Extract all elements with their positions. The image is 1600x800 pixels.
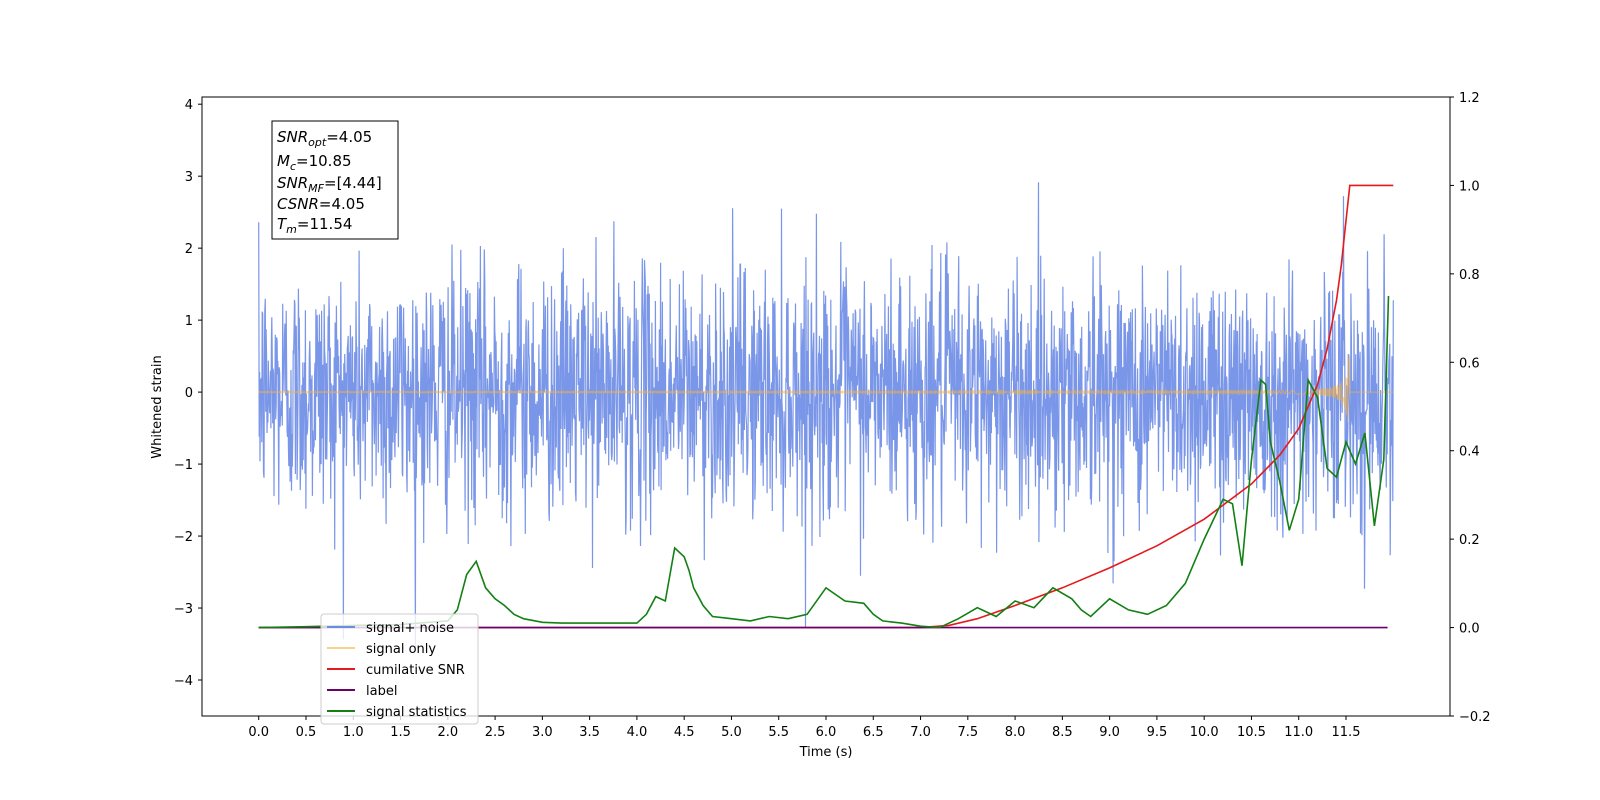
y-axis-label: Whitened strain: [150, 355, 165, 458]
series-cumilative-snr-line: [258, 184, 1394, 629]
y-tick-label: −4: [174, 674, 193, 689]
x-tick-label: 3.0: [532, 725, 553, 740]
legend-frame: [320, 613, 479, 725]
y-ticks: 4 3 2 1 0 −1 −2 −3 −4: [174, 98, 202, 689]
x-tick-label: 4.5: [674, 725, 695, 740]
info-snr-mf: SNRMF=[4.44]: [277, 174, 382, 195]
y2-tick-label: 0.8: [1459, 268, 1480, 283]
x-tick-label: 5.0: [721, 725, 742, 740]
x-tick-label: 10.5: [1237, 725, 1266, 740]
y-tick-label: 0: [185, 386, 193, 401]
x-tick-label: 7.0: [910, 725, 931, 740]
y2-tick-label: 1.0: [1459, 179, 1480, 194]
x-tick-label: 11.5: [1332, 725, 1361, 740]
x-tick-label: 8.0: [1005, 725, 1026, 740]
y-tick-label: 1: [185, 314, 193, 329]
legend-label-signal-statistics: signal statistics: [366, 705, 467, 720]
info-tm: Tm=11.54: [277, 215, 352, 236]
x-tick-label: 2.5: [485, 725, 506, 740]
info-snr-opt: SNRopt=4.05: [277, 128, 372, 149]
y2-tick-label: 0.6: [1459, 356, 1480, 371]
parameter-info-box: SNRopt=4.05 Mc=10.85 SNRMF=[4.44] CSNR=4…: [271, 120, 399, 240]
x-axis-label: Time (s): [799, 745, 853, 760]
x-tick-label: 0.5: [296, 725, 317, 740]
info-box-frame: [271, 120, 399, 240]
y-tick-label: 3: [185, 170, 193, 185]
x-tick-label: 11.0: [1284, 725, 1313, 740]
x-tick-label: 6.5: [863, 725, 884, 740]
y-tick-label: −2: [174, 530, 193, 545]
legend: signal+ noise signal only cumilative SNR la…: [320, 613, 479, 725]
y2-tick-label: 0.0: [1459, 622, 1480, 637]
x-tick-label: 7.5: [957, 725, 978, 740]
legend-label-signal-noise: signal+ noise: [366, 621, 454, 636]
legend-label-label: label: [366, 684, 397, 699]
series-layer: [258, 182, 1394, 649]
info-mc: Mc=10.85: [277, 152, 352, 173]
y2-tick-label: −0.2: [1459, 710, 1491, 725]
x-tick-label: 3.5: [579, 725, 600, 740]
x-tick-label: 5.5: [768, 725, 789, 740]
y2-tick-label: 0.4: [1459, 445, 1480, 460]
x-tick-label: 10.0: [1190, 725, 1219, 740]
x-tick-label: 6.0: [816, 725, 837, 740]
series-signal-noise-line: [258, 182, 1394, 649]
x-tick-label: 0.0: [248, 725, 269, 740]
x-tick-label: 1.5: [390, 725, 411, 740]
series-signal-statistics-line: [258, 295, 1390, 629]
y-tick-label: 2: [185, 242, 193, 257]
y2-ticks: 1.2 1.0 0.8 0.6 0.4 0.2 0.0 −0.2: [1450, 91, 1491, 725]
info-csnr: CSNR=4.05: [277, 195, 365, 213]
x-tick-label: 4.0: [627, 725, 648, 740]
x-ticks: 0.0 0.5 1.0 1.5 2.0 2.5 3.0 3.5 4.0 4.5 5.0 5.5 6.0 6…: [248, 716, 1360, 740]
y-tick-label: −3: [174, 602, 193, 617]
y-tick-label: −1: [174, 458, 193, 473]
x-tick-label: 2.0: [437, 725, 458, 740]
y-tick-label: 4: [185, 98, 193, 113]
legend-label-cumilative-snr: cumilative SNR: [366, 663, 465, 678]
x-tick-label: 8.5: [1052, 725, 1073, 740]
x-tick-label: 9.5: [1147, 725, 1168, 740]
x-tick-label: 1.0: [343, 725, 364, 740]
y2-tick-label: 1.2: [1459, 91, 1480, 106]
x-tick-label: 9.0: [1099, 725, 1120, 740]
legend-label-signal-only: signal only: [366, 642, 436, 657]
series-signal-only-line: [258, 357, 1394, 422]
y2-tick-label: 0.2: [1459, 533, 1480, 548]
